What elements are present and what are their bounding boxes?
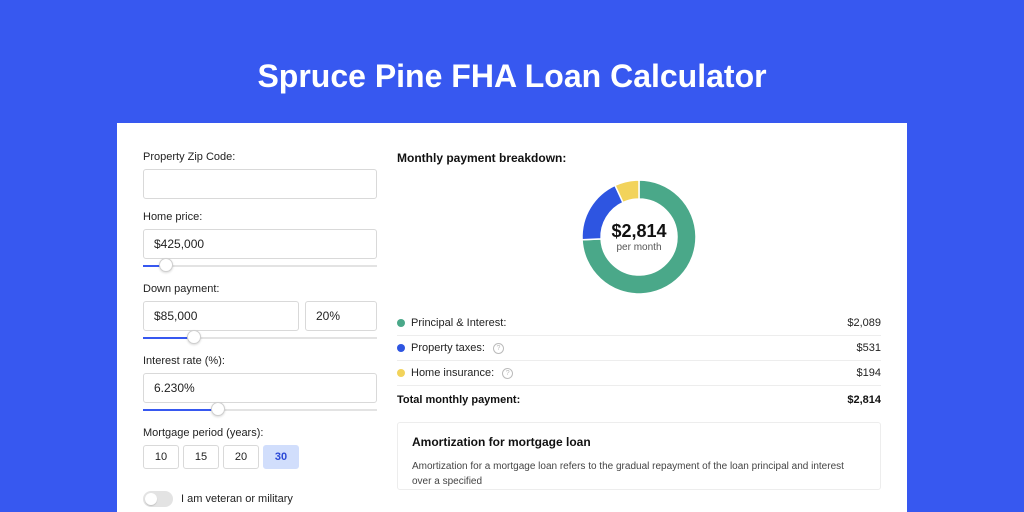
zip-field: Property Zip Code: [143, 151, 377, 199]
period-option-30[interactable]: 30 [263, 445, 299, 469]
interest-rate-input[interactable] [143, 373, 377, 403]
period-option-15[interactable]: 15 [183, 445, 219, 469]
total-row: Total monthly payment: $2,814 [397, 385, 881, 414]
slider-thumb[interactable] [211, 402, 225, 416]
down-payment-label: Down payment: [143, 283, 377, 295]
down-payment-row [143, 301, 377, 331]
home-price-input[interactable] [143, 229, 377, 259]
slider-thumb[interactable] [159, 258, 173, 272]
veteran-toggle[interactable] [143, 491, 173, 507]
info-icon[interactable]: ? [502, 368, 513, 379]
home-price-slider[interactable] [143, 261, 377, 271]
slider-track [143, 265, 377, 267]
donut-center-amount: $2,814 [611, 221, 666, 242]
legend-label: Property taxes: [411, 342, 485, 354]
info-icon[interactable]: ? [493, 343, 504, 354]
breakdown-legend: Principal & Interest: $2,089 Property taxe… [397, 311, 881, 385]
legend-left: Principal & Interest: [397, 317, 506, 329]
veteran-toggle-label: I am veteran or military [181, 493, 293, 505]
period-option-10[interactable]: 10 [143, 445, 179, 469]
left-column: Property Zip Code: Home price: Down paym… [117, 151, 387, 512]
down-payment-amount-input[interactable] [143, 301, 299, 331]
legend-dot [397, 369, 405, 377]
total-label: Total monthly payment: [397, 394, 520, 406]
interest-rate-label: Interest rate (%): [143, 355, 377, 367]
legend-left: Home insurance:? [397, 367, 513, 379]
zip-label: Property Zip Code: [143, 151, 377, 163]
down-payment-slider[interactable] [143, 333, 377, 343]
slider-fill [143, 409, 218, 411]
amortization-title: Amortization for mortgage loan [412, 435, 866, 449]
legend-dot [397, 344, 405, 352]
legend-label: Home insurance: [411, 367, 494, 379]
home-price-field: Home price: [143, 211, 377, 271]
toggle-knob [145, 493, 157, 505]
interest-rate-slider[interactable] [143, 405, 377, 415]
calculator-card: Property Zip Code: Home price: Down paym… [117, 123, 907, 512]
legend-value: $194 [857, 367, 881, 379]
amortization-box: Amortization for mortgage loan Amortizat… [397, 422, 881, 490]
total-value: $2,814 [847, 394, 881, 406]
legend-label: Principal & Interest: [411, 317, 506, 329]
page-title: Spruce Pine FHA Loan Calculator [257, 58, 766, 95]
legend-row: Property taxes:? $531 [397, 335, 881, 360]
slider-thumb[interactable] [187, 330, 201, 344]
donut-center: $2,814 per month [611, 221, 666, 253]
legend-row: Principal & Interest: $2,089 [397, 311, 881, 335]
legend-row: Home insurance:? $194 [397, 360, 881, 385]
mortgage-period-options: 10152030 [143, 445, 377, 469]
donut-chart: $2,814 per month [397, 177, 881, 297]
veteran-toggle-row: I am veteran or military [143, 491, 377, 507]
legend-left: Property taxes:? [397, 342, 504, 354]
breakdown-title: Monthly payment breakdown: [397, 151, 881, 165]
legend-value: $531 [857, 342, 881, 354]
mortgage-period-field: Mortgage period (years): 10152030 [143, 427, 377, 469]
down-payment-percent-input[interactable] [305, 301, 377, 331]
donut-center-label: per month [611, 242, 666, 253]
page-background: Spruce Pine FHA Loan Calculator Property… [0, 0, 1024, 512]
amortization-text: Amortization for a mortgage loan refers … [412, 459, 866, 489]
legend-value: $2,089 [847, 317, 881, 329]
legend-dot [397, 319, 405, 327]
period-option-20[interactable]: 20 [223, 445, 259, 469]
zip-input[interactable] [143, 169, 377, 199]
down-payment-field: Down payment: [143, 283, 377, 343]
right-column: Monthly payment breakdown: $2,814 per mo… [387, 151, 907, 512]
interest-rate-field: Interest rate (%): [143, 355, 377, 415]
home-price-label: Home price: [143, 211, 377, 223]
mortgage-period-label: Mortgage period (years): [143, 427, 377, 439]
